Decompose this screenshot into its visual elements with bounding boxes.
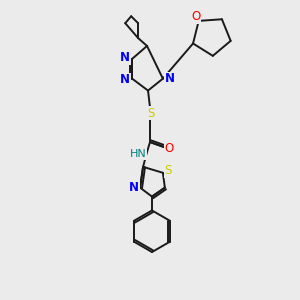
Text: N: N [165,72,175,85]
Text: S: S [164,164,172,177]
Text: HN: HN [130,149,146,159]
Text: O: O [191,11,200,23]
Text: N: N [120,73,130,86]
Text: N: N [120,51,130,64]
Text: S: S [147,107,155,120]
Text: O: O [164,142,173,154]
Text: N: N [129,181,139,194]
